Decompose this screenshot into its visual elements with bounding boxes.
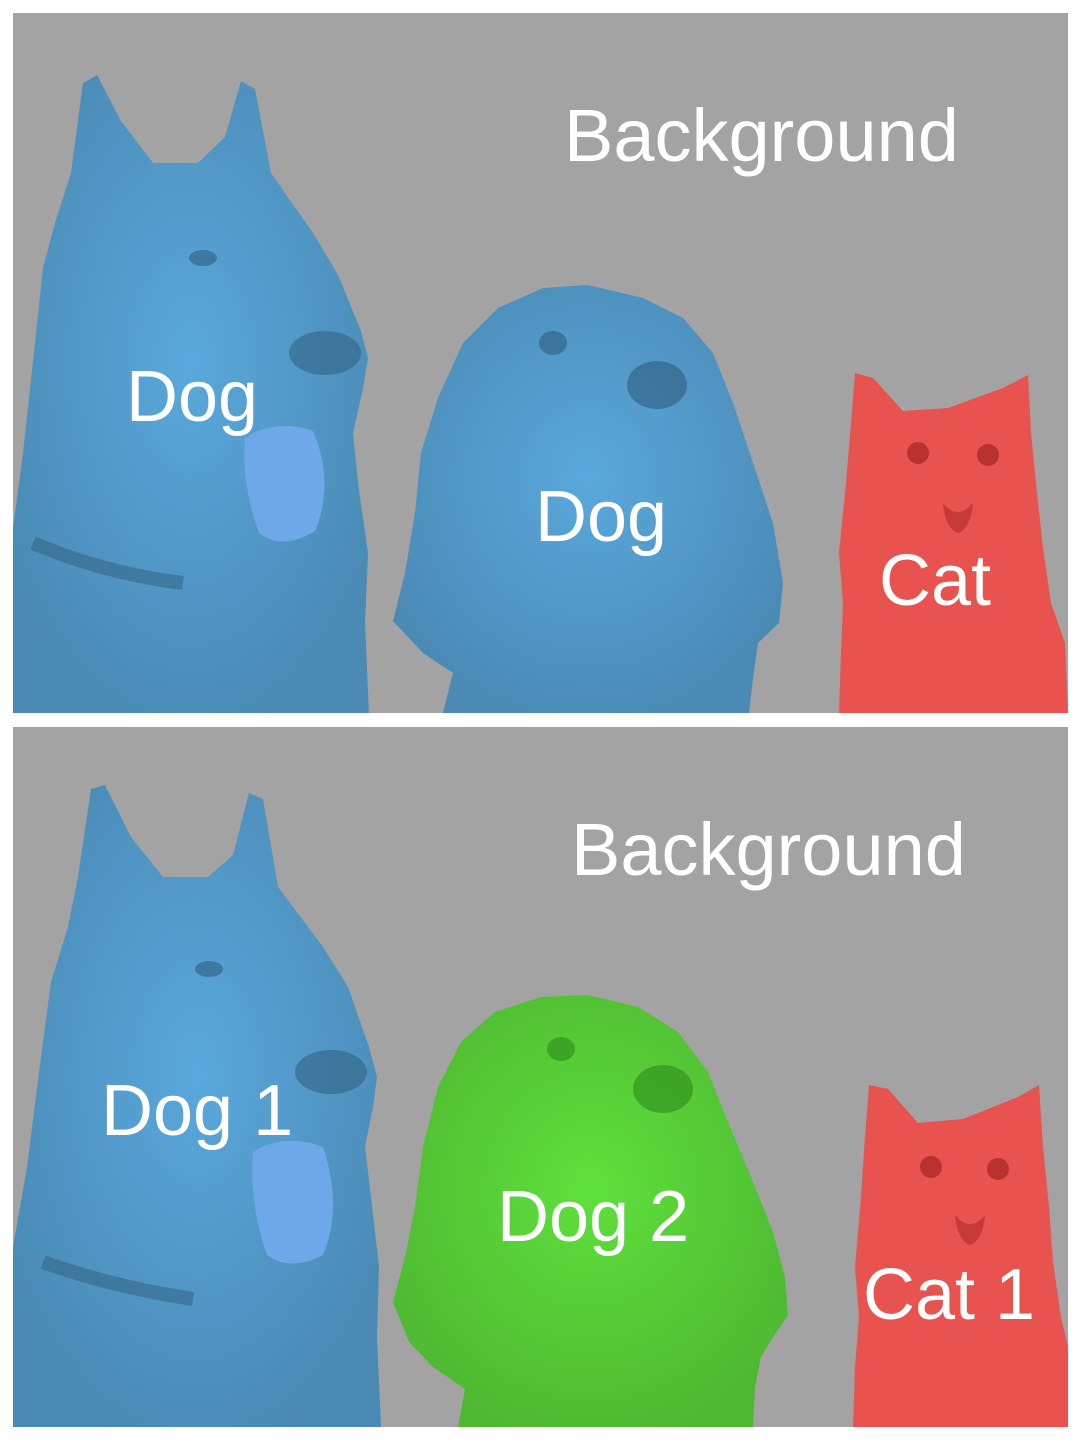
label-dog-1: Dog 1 bbox=[101, 1071, 294, 1151]
dog-2-eye bbox=[547, 1037, 575, 1061]
dog-middle-nose bbox=[627, 361, 687, 409]
label-background: Background bbox=[571, 808, 966, 891]
cat-1-mask bbox=[853, 1085, 1068, 1427]
dog-1-nose bbox=[295, 1050, 367, 1094]
label-background: Background bbox=[564, 94, 959, 177]
dog-left-tongue bbox=[244, 425, 325, 542]
cat-1-mouth bbox=[955, 1215, 985, 1245]
cat-1-eye-right bbox=[987, 1158, 1009, 1180]
cat-eye-left bbox=[907, 442, 929, 464]
dog-left-eye bbox=[189, 250, 217, 266]
semantic-segmentation-panel: Background Dog Dog Cat bbox=[13, 13, 1068, 713]
dog-1-eye bbox=[195, 961, 223, 977]
label-cat-1: Cat 1 bbox=[863, 1255, 1036, 1335]
label-dog-middle: Dog bbox=[535, 477, 668, 557]
cat-1-eye-left bbox=[920, 1156, 942, 1178]
dog-2-shading bbox=[393, 995, 788, 1427]
cat-mouth bbox=[943, 503, 973, 533]
instance-segmentation-panel: Background Dog 1 Dog 2 Cat 1 bbox=[13, 727, 1068, 1427]
dog-1-tongue bbox=[252, 1140, 333, 1264]
dog-left-collar bbox=[30, 536, 184, 590]
label-dog-left: Dog bbox=[126, 357, 259, 437]
dog-1-shading bbox=[13, 785, 381, 1427]
label-cat: Cat bbox=[879, 541, 992, 621]
cat-eye-right bbox=[977, 444, 999, 466]
dog-left-nose bbox=[289, 331, 361, 375]
dog-1-collar bbox=[40, 1255, 195, 1306]
dog-left-shading bbox=[13, 75, 369, 713]
label-dog-2: Dog 2 bbox=[497, 1177, 690, 1257]
dog-2-nose bbox=[633, 1065, 693, 1113]
segmentation-masks bbox=[13, 785, 1068, 1427]
segmentation-masks bbox=[13, 75, 1068, 713]
dog-middle-eye bbox=[539, 331, 567, 355]
cat-mask bbox=[839, 373, 1068, 713]
